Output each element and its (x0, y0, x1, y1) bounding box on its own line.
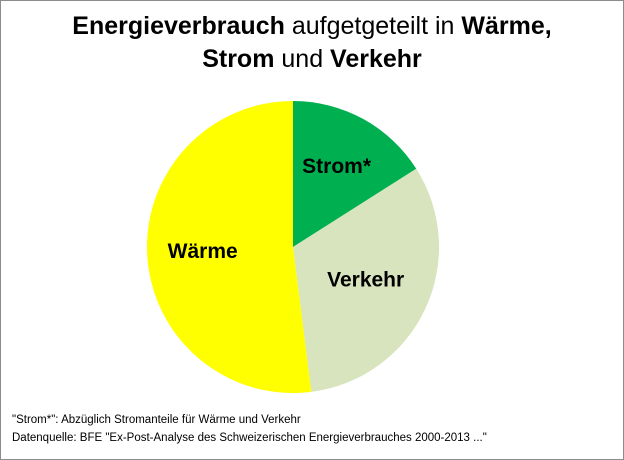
chart-title-line-1: Energieverbrauch aufgetgeteilt in Wärme, (0, 10, 624, 43)
footnote-strom: "Strom*": Abzüglich Stromanteile für Wär… (12, 414, 301, 426)
chart-title: Energieverbrauch aufgetgeteilt in Wärme,… (0, 10, 624, 76)
pie-slice-strom (293, 101, 417, 247)
pie-label-waerme: Wärme (168, 240, 238, 263)
title-connector-1: aufgetgeteilt in (284, 12, 462, 40)
pie-label-strom: Strom* (302, 155, 372, 178)
footnotes: "Strom*": Abzüglich Stromanteile für Wär… (12, 411, 487, 447)
pie-slice-verkehr (293, 168, 439, 392)
title-strom: Strom (202, 45, 275, 73)
pie-labels: Strom* Verkehr Wärme (168, 155, 405, 292)
title-verkehr: Verkehr (330, 45, 422, 73)
footnote-source: Datenquelle: BFE "Ex-Post-Analyse des Sc… (12, 432, 487, 444)
pie-slice-waerme (147, 101, 312, 393)
title-energieverbrauch: Energieverbrauch (72, 12, 285, 40)
title-waerme: Wärme, (461, 12, 552, 40)
title-connector-2: und (274, 45, 331, 73)
chart-title-line-2: Strom und Verkehr (0, 43, 624, 76)
pie-label-verkehr: Verkehr (327, 269, 404, 292)
pie-slices (147, 101, 439, 393)
